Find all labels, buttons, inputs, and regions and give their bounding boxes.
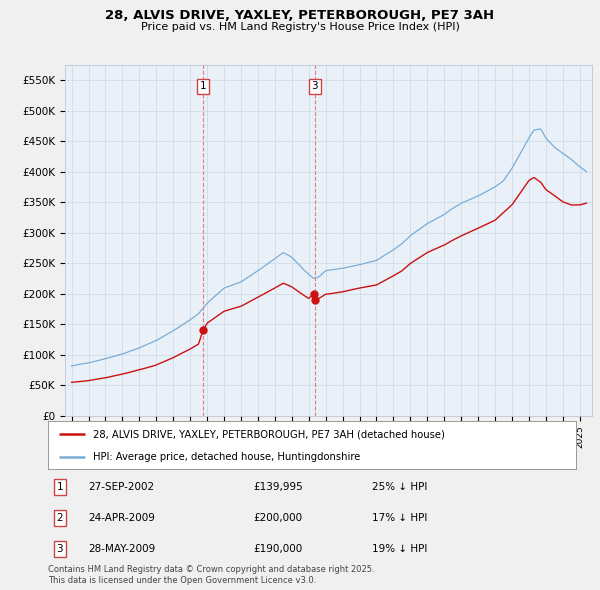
Text: 24-APR-2009: 24-APR-2009 xyxy=(89,513,155,523)
Text: £139,995: £139,995 xyxy=(253,482,303,492)
Text: HPI: Average price, detached house, Huntingdonshire: HPI: Average price, detached house, Hunt… xyxy=(93,452,360,462)
Text: 19% ↓ HPI: 19% ↓ HPI xyxy=(372,544,427,554)
Text: 2: 2 xyxy=(56,513,63,523)
Text: 25% ↓ HPI: 25% ↓ HPI xyxy=(372,482,427,492)
Text: 3: 3 xyxy=(311,81,318,91)
Text: 27-SEP-2002: 27-SEP-2002 xyxy=(89,482,155,492)
Text: £190,000: £190,000 xyxy=(253,544,302,554)
Text: 28-MAY-2009: 28-MAY-2009 xyxy=(89,544,156,554)
Text: Contains HM Land Registry data © Crown copyright and database right 2025.
This d: Contains HM Land Registry data © Crown c… xyxy=(48,565,374,585)
Text: 3: 3 xyxy=(56,544,63,554)
Text: 28, ALVIS DRIVE, YAXLEY, PETERBOROUGH, PE7 3AH (detached house): 28, ALVIS DRIVE, YAXLEY, PETERBOROUGH, P… xyxy=(93,429,445,439)
Text: Price paid vs. HM Land Registry's House Price Index (HPI): Price paid vs. HM Land Registry's House … xyxy=(140,22,460,32)
Text: £200,000: £200,000 xyxy=(253,513,302,523)
Text: 17% ↓ HPI: 17% ↓ HPI xyxy=(372,513,427,523)
Text: 1: 1 xyxy=(56,482,63,492)
Text: 1: 1 xyxy=(200,81,206,91)
Text: 28, ALVIS DRIVE, YAXLEY, PETERBOROUGH, PE7 3AH: 28, ALVIS DRIVE, YAXLEY, PETERBOROUGH, P… xyxy=(106,9,494,22)
